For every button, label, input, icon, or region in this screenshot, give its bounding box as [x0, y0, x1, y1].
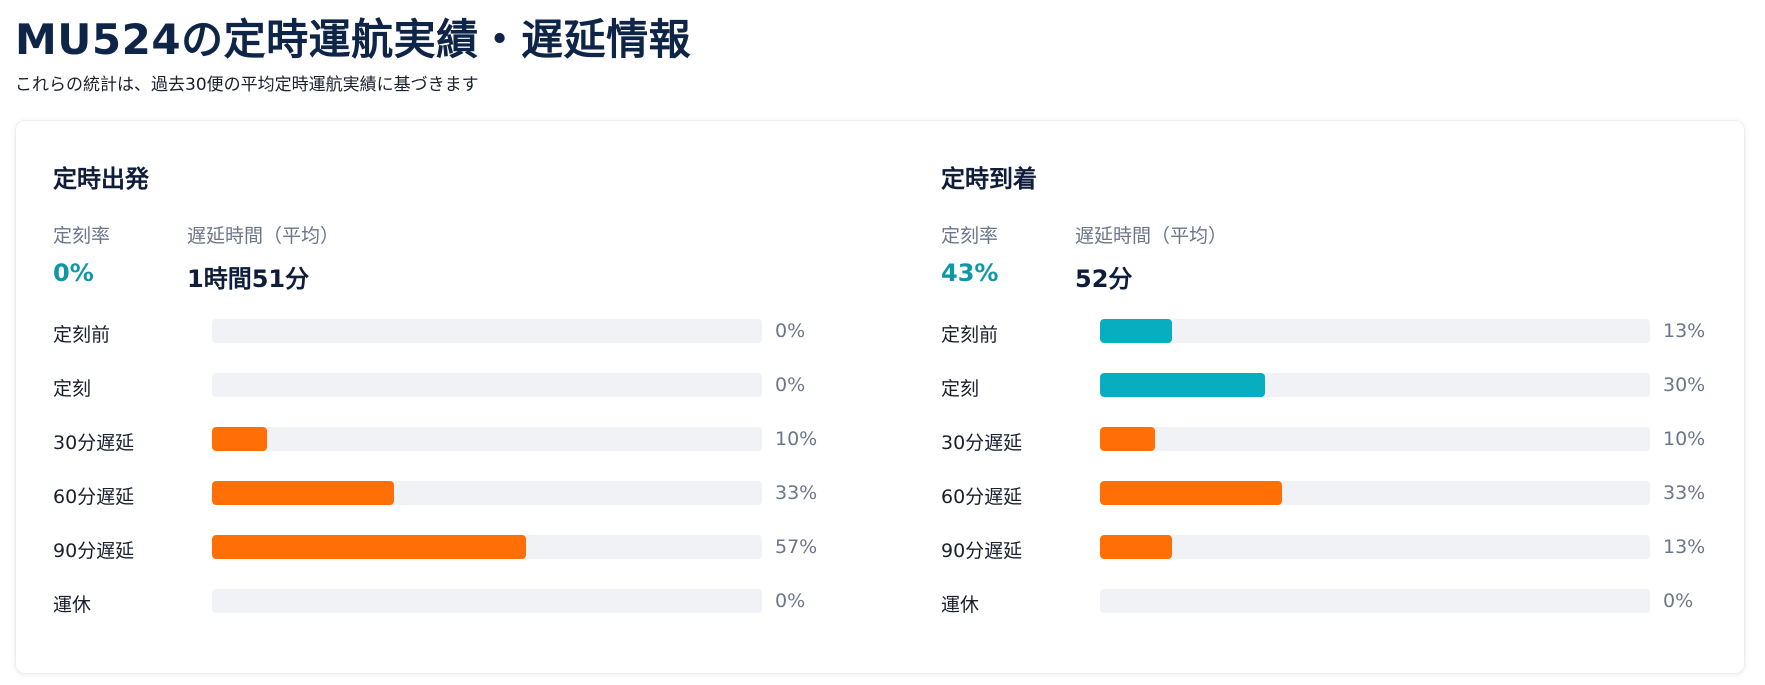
arrival-row-ontime: 定刻 30% [941, 371, 1741, 425]
bar-track [212, 373, 762, 397]
bar-track [1100, 427, 1650, 451]
bar-fill [212, 535, 526, 559]
bar-percent: 0% [1663, 590, 1694, 612]
departure-delay-value: 1時間51分 [187, 265, 310, 293]
departure-row-delay-30: 30分遅延 10% [53, 425, 853, 479]
bar-track [212, 589, 762, 613]
bar-track [1100, 535, 1650, 559]
arrival-panel: 定時到着 定刻率 遅延時間（平均） 43% 52分 定刻前 13% 定刻 30%… [941, 121, 1741, 673]
arrival-row-delay-90: 90分遅延 13% [941, 533, 1741, 587]
bar-label: 定刻 [53, 378, 92, 400]
bar-label: 30分遅延 [53, 432, 135, 454]
bar-percent: 13% [1663, 536, 1706, 558]
arrival-bars: 定刻前 13% 定刻 30% 30分遅延 10% 60分遅延 33% 90分遅延 [941, 317, 1741, 641]
bar-label: 90分遅延 [941, 540, 1023, 562]
bar-track [1100, 319, 1650, 343]
departure-rate-value: 0% [53, 259, 94, 287]
bar-fill [1100, 481, 1282, 505]
bar-track [1100, 589, 1650, 613]
page-title: MU524の定時運航実績・遅延情報 [15, 15, 692, 64]
departure-row-early: 定刻前 0% [53, 317, 853, 371]
bar-percent: 0% [775, 320, 806, 342]
bar-label: 定刻前 [53, 324, 111, 346]
arrival-delay-value: 52分 [1075, 265, 1133, 293]
departure-title: 定時出発 [53, 165, 149, 193]
bar-label: 60分遅延 [53, 486, 135, 508]
departure-bars: 定刻前 0% 定刻 0% 30分遅延 10% 60分遅延 33% 90分遅延 [53, 317, 853, 641]
bar-fill [212, 427, 267, 451]
bar-fill [212, 481, 394, 505]
bar-percent: 10% [775, 428, 818, 450]
bar-percent: 57% [775, 536, 818, 558]
arrival-delay-label: 遅延時間（平均） [1075, 225, 1228, 247]
arrival-row-delay-60: 60分遅延 33% [941, 479, 1741, 533]
bar-track [212, 319, 762, 343]
bar-label: 運休 [53, 594, 92, 616]
bar-percent: 0% [775, 590, 806, 612]
departure-panel: 定時出発 定刻率 遅延時間（平均） 0% 1時間51分 定刻前 0% 定刻 0%… [53, 121, 853, 673]
departure-row-ontime: 定刻 0% [53, 371, 853, 425]
bar-fill [1100, 427, 1155, 451]
bar-label: 90分遅延 [53, 540, 135, 562]
arrival-title: 定時到着 [941, 165, 1037, 193]
bar-fill [1100, 319, 1172, 343]
bar-percent: 0% [775, 374, 806, 396]
performance-card: 定時出発 定刻率 遅延時間（平均） 0% 1時間51分 定刻前 0% 定刻 0%… [15, 120, 1745, 674]
departure-row-cancelled: 運休 0% [53, 587, 853, 641]
bar-fill [1100, 535, 1172, 559]
bar-percent: 33% [1663, 482, 1706, 504]
arrival-rate-value: 43% [941, 259, 999, 287]
departure-delay-label: 遅延時間（平均） [187, 225, 340, 247]
bar-percent: 10% [1663, 428, 1706, 450]
page-subtitle: これらの統計は、過去30便の平均定時運航実績に基づきます [15, 75, 479, 95]
bar-percent: 13% [1663, 320, 1706, 342]
arrival-row-cancelled: 運休 0% [941, 587, 1741, 641]
departure-row-delay-90: 90分遅延 57% [53, 533, 853, 587]
bar-track [1100, 481, 1650, 505]
bar-track [212, 481, 762, 505]
arrival-row-delay-30: 30分遅延 10% [941, 425, 1741, 479]
bar-label: 運休 [941, 594, 980, 616]
arrival-row-early: 定刻前 13% [941, 317, 1741, 371]
bar-percent: 30% [1663, 374, 1706, 396]
arrival-rate-label: 定刻率 [941, 225, 999, 247]
bar-fill [1100, 373, 1265, 397]
bar-label: 定刻前 [941, 324, 999, 346]
bar-track [1100, 373, 1650, 397]
bar-track [212, 427, 762, 451]
departure-rate-label: 定刻率 [53, 225, 111, 247]
bar-track [212, 535, 762, 559]
bar-label: 定刻 [941, 378, 980, 400]
bar-label: 60分遅延 [941, 486, 1023, 508]
bar-label: 30分遅延 [941, 432, 1023, 454]
bar-percent: 33% [775, 482, 818, 504]
departure-row-delay-60: 60分遅延 33% [53, 479, 853, 533]
